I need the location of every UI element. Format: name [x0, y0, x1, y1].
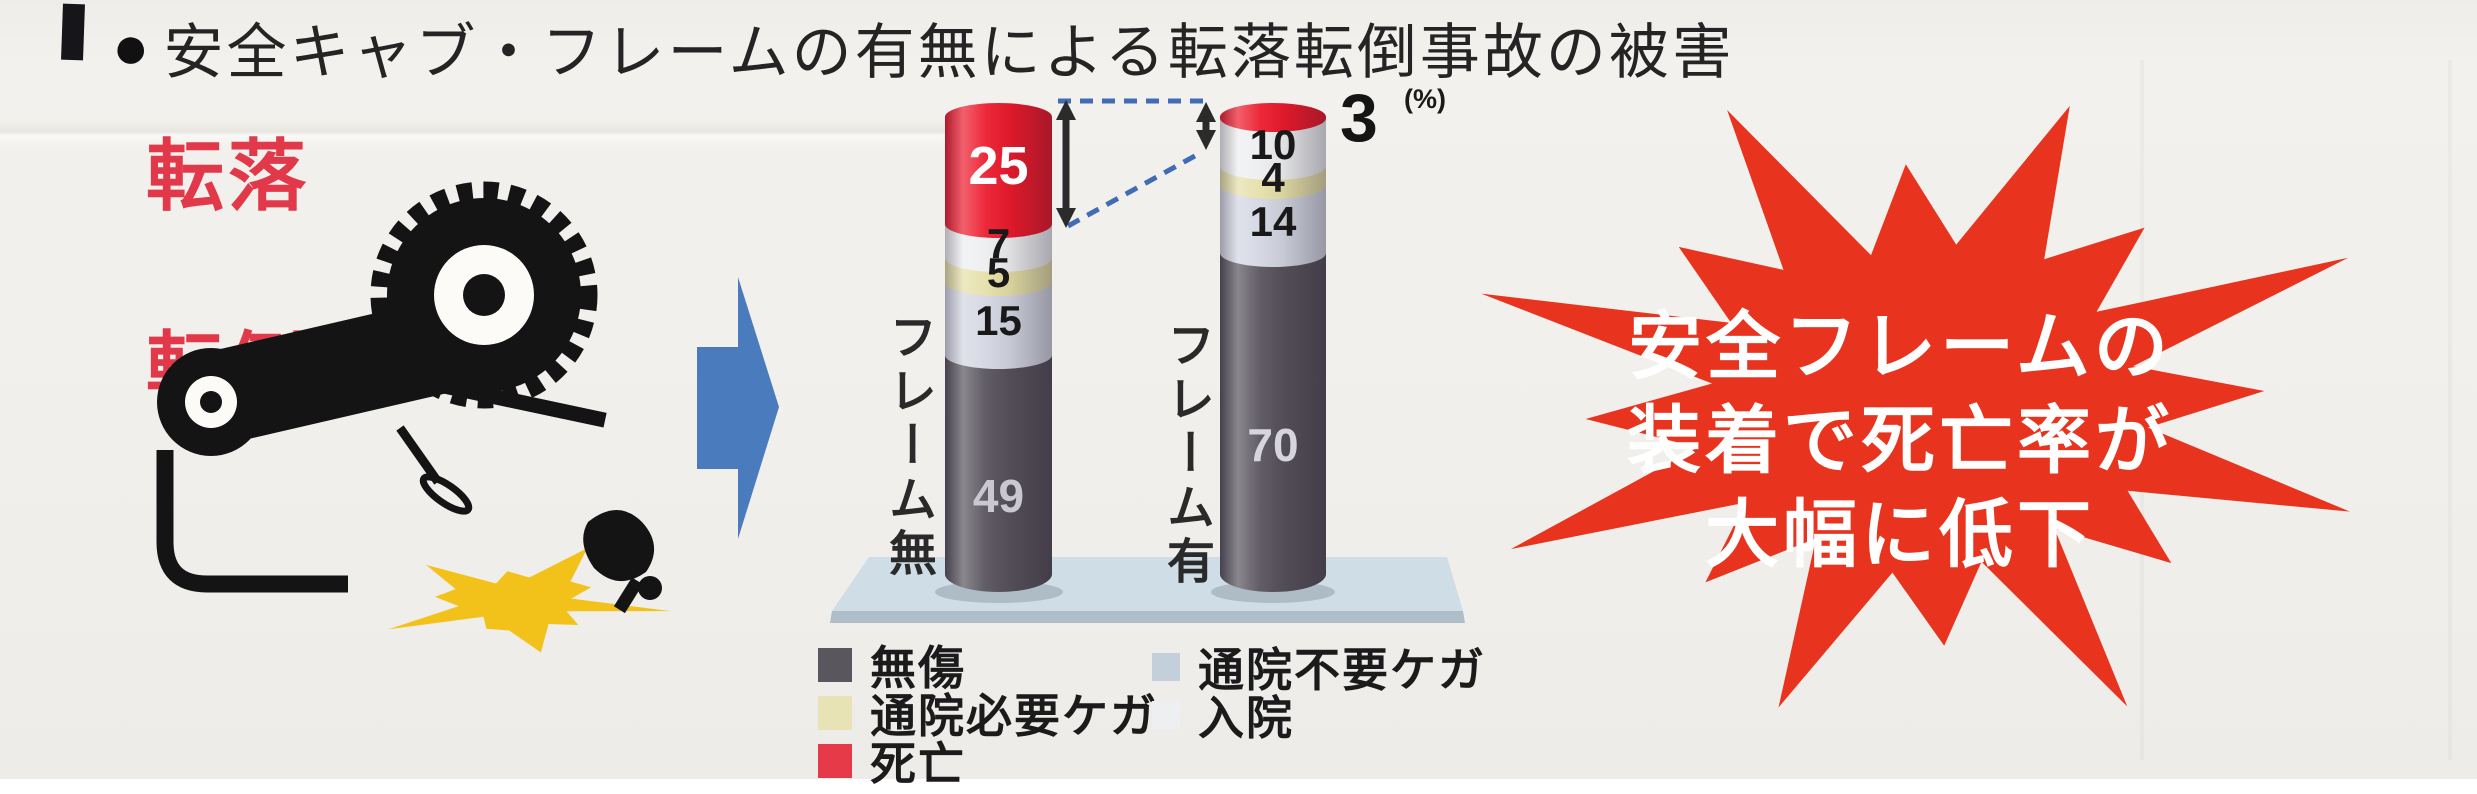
- callout-line: 大幅に低下: [1705, 493, 2095, 576]
- bar-segment-死亡: [1220, 103, 1326, 132]
- person-icon: [583, 510, 655, 582]
- bar-value-label: 49: [972, 469, 1025, 522]
- bar-segment-死亡: [945, 103, 1052, 239]
- bar-value-label: 5: [986, 248, 1011, 296]
- overturned-tractor-icon: [156, 181, 671, 653]
- double-arrow-large: [1056, 100, 1076, 228]
- page-title: 安全キャブ・フレームの有無による転落転倒事故の被害: [163, 19, 1735, 86]
- bar-value-label: 10: [1249, 120, 1297, 168]
- category-label-frame-present: フレーム有: [1159, 320, 1212, 590]
- legend-swatch: [818, 648, 852, 682]
- bar-value-label: 7: [986, 219, 1011, 267]
- bar-value-label-outside: 3: [1340, 80, 1378, 156]
- stacked-bar-frame-none: 25 7 5 15 49: [945, 103, 1052, 592]
- accident-label-line1: 転落: [146, 132, 311, 220]
- bar-segment-無傷: [1220, 253, 1326, 592]
- double-arrow-small: [1196, 102, 1216, 150]
- bullet-icon: ●: [112, 12, 150, 82]
- callout-line: 装着で死亡率が: [1627, 399, 2173, 482]
- unit-label: (%): [1404, 84, 1446, 114]
- legend-label: 入院: [1198, 692, 1294, 744]
- cylinder-shading: [945, 103, 1052, 592]
- bar-value-label: 14: [1249, 197, 1297, 245]
- legend-swatch: [1152, 701, 1180, 729]
- category-label-frame-none: フレーム無: [881, 312, 934, 582]
- bar-segment-無傷: [945, 354, 1052, 592]
- paper-crease: [0, 120, 980, 146]
- legend-swatch: [818, 744, 852, 778]
- bar-value-label: 70: [1247, 418, 1299, 471]
- legend-item: 通院必要ケガ: [818, 680, 1158, 746]
- page-header: ● 安全キャブ・フレームの有無による転落転倒事故の被害: [112, 4, 1735, 91]
- bar-value-label: 25: [968, 136, 1029, 197]
- stacked-bar-frame-present: 10 4 14 70: [1220, 103, 1326, 592]
- legend-item: 入院: [1152, 682, 1294, 748]
- legend-item: 通院不要ケガ: [1152, 634, 1486, 700]
- legend-item: 無傷: [818, 632, 966, 698]
- bar-value-label: 15: [975, 297, 1022, 345]
- legend-label: 通院必要ケガ: [870, 690, 1158, 742]
- legend-swatch: [818, 696, 852, 730]
- legend-swatch: [1152, 653, 1180, 681]
- bar-value-label: 4: [1261, 154, 1285, 202]
- cylinder-shading: [1220, 103, 1326, 592]
- crash-burst-icon: [388, 548, 671, 653]
- legend-label: 通院不要ケガ: [1198, 644, 1486, 696]
- callout-text: 安全フレームの 装着で死亡率が 大幅に低下: [1440, 300, 2360, 582]
- callout-line: 安全フレームの: [1628, 305, 2172, 388]
- legend-label: 無傷: [870, 642, 966, 694]
- bar-segment-通院不要ケガ: [945, 282, 1052, 369]
